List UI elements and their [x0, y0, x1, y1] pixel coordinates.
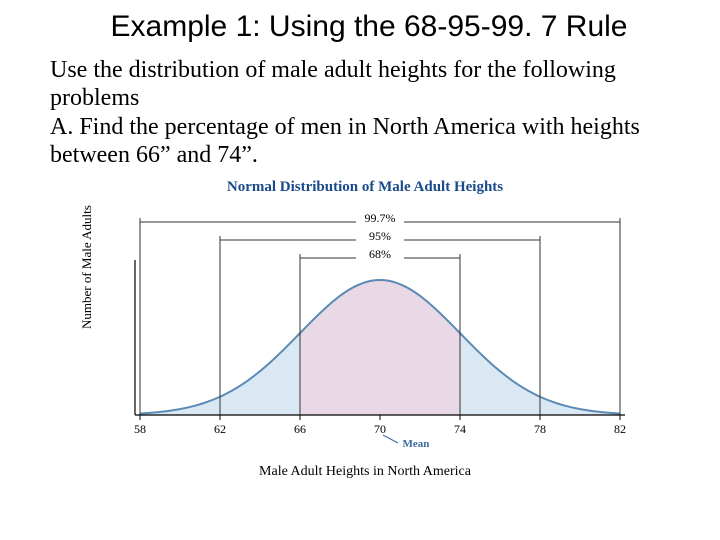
- xtick-label: 66: [294, 422, 306, 436]
- xtick-label: 78: [534, 422, 546, 436]
- mean-pointer: [383, 435, 398, 443]
- chart-container: Normal Distribution of Male Adult Height…: [85, 179, 645, 480]
- band-label: 95%: [369, 229, 391, 243]
- xtick-label: 58: [134, 422, 146, 436]
- chart-ylabel: Number of Male Adults: [79, 205, 95, 329]
- band-label: 68%: [369, 247, 391, 261]
- normal-distribution-chart: 58 62 66 70 74 78 82 Mean 99.7% 95% 68%: [100, 200, 630, 460]
- slide-title: Example 1: Using the 68-95-99. 7 Rule: [58, 10, 680, 44]
- xtick-label: 70: [374, 422, 386, 436]
- mean-label: Mean: [403, 438, 430, 450]
- chart-title: Normal Distribution of Male Adult Height…: [85, 179, 645, 196]
- xtick-label: 82: [614, 422, 626, 436]
- xtick-label: 74: [454, 422, 466, 436]
- band-label: 99.7%: [365, 211, 396, 225]
- chart-xlabel: Male Adult Heights in North America: [85, 464, 645, 480]
- curve-fill-inner: [300, 280, 460, 415]
- slide-body: Use the distribution of male adult heigh…: [50, 56, 680, 169]
- xtick-label: 62: [214, 422, 226, 436]
